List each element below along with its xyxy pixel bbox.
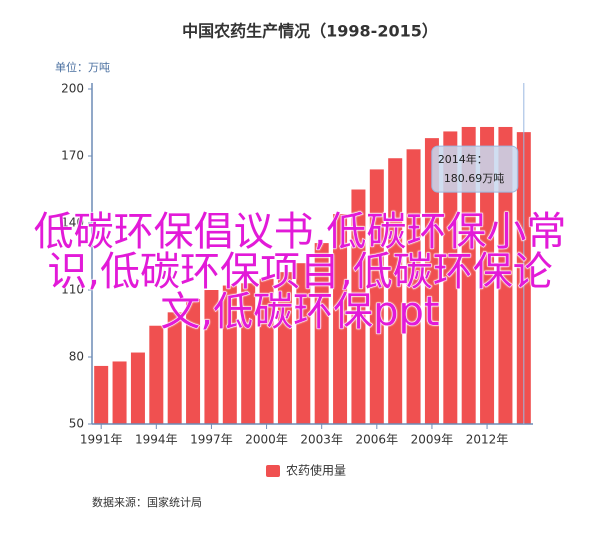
overlay-text: 低碳环保倡议书,低碳环保小常识,低碳环保项目,低碳环保论文,低碳环保ppt <box>33 209 567 335</box>
y-tick-label: 80 <box>69 350 84 364</box>
x-tick-label: 2000年 <box>245 433 288 447</box>
bar <box>277 272 292 424</box>
tooltip-title: 2014年： <box>438 152 488 166</box>
y-tick-label: 200 <box>61 82 84 96</box>
bar <box>94 365 109 424</box>
bar <box>369 169 384 424</box>
tooltip-label: 180.69万吨 <box>444 172 505 185</box>
bar <box>351 189 366 424</box>
x-tick-label: 1994年 <box>135 433 178 447</box>
bar <box>406 149 421 425</box>
y-tick-label: 50 <box>69 417 84 431</box>
source: 数据来源：国家统计局 <box>92 495 202 509</box>
bar <box>149 325 164 424</box>
x-tick-label: 1991年 <box>80 433 123 447</box>
bar <box>186 298 201 424</box>
y-tick-label: 140 <box>61 216 84 230</box>
bar <box>130 352 145 424</box>
x-tick-label: 2006年 <box>356 433 399 447</box>
bar <box>498 126 513 424</box>
tooltip: 2014年： 180.69万吨 <box>431 145 519 193</box>
bar <box>204 290 219 424</box>
x-tick-label: 2009年 <box>411 433 454 447</box>
bar <box>461 126 476 424</box>
bar <box>424 138 439 424</box>
legend-swatch <box>266 465 280 477</box>
y-tick-label: 110 <box>61 283 84 297</box>
bar <box>314 243 329 424</box>
legend-label: 农药使用量 <box>286 463 346 478</box>
x-tick-label: 2012年 <box>466 433 509 447</box>
bar <box>167 312 182 424</box>
x-tick-label: 1997年 <box>190 433 233 447</box>
bar <box>333 214 348 424</box>
tooltip-box <box>431 145 519 193</box>
bar <box>480 126 495 424</box>
bar <box>388 158 403 424</box>
bar <box>296 263 311 424</box>
bar <box>112 361 127 424</box>
bar <box>443 131 458 424</box>
bar <box>259 278 274 424</box>
unit-label: 单位：万吨 <box>55 60 110 74</box>
chart-title: 中国农药生产情况（1998-2015） <box>182 22 438 41</box>
x-tick-label: 2003年 <box>300 433 343 447</box>
bar <box>241 283 256 424</box>
y-tick-label: 170 <box>61 149 84 163</box>
bar <box>222 285 237 424</box>
